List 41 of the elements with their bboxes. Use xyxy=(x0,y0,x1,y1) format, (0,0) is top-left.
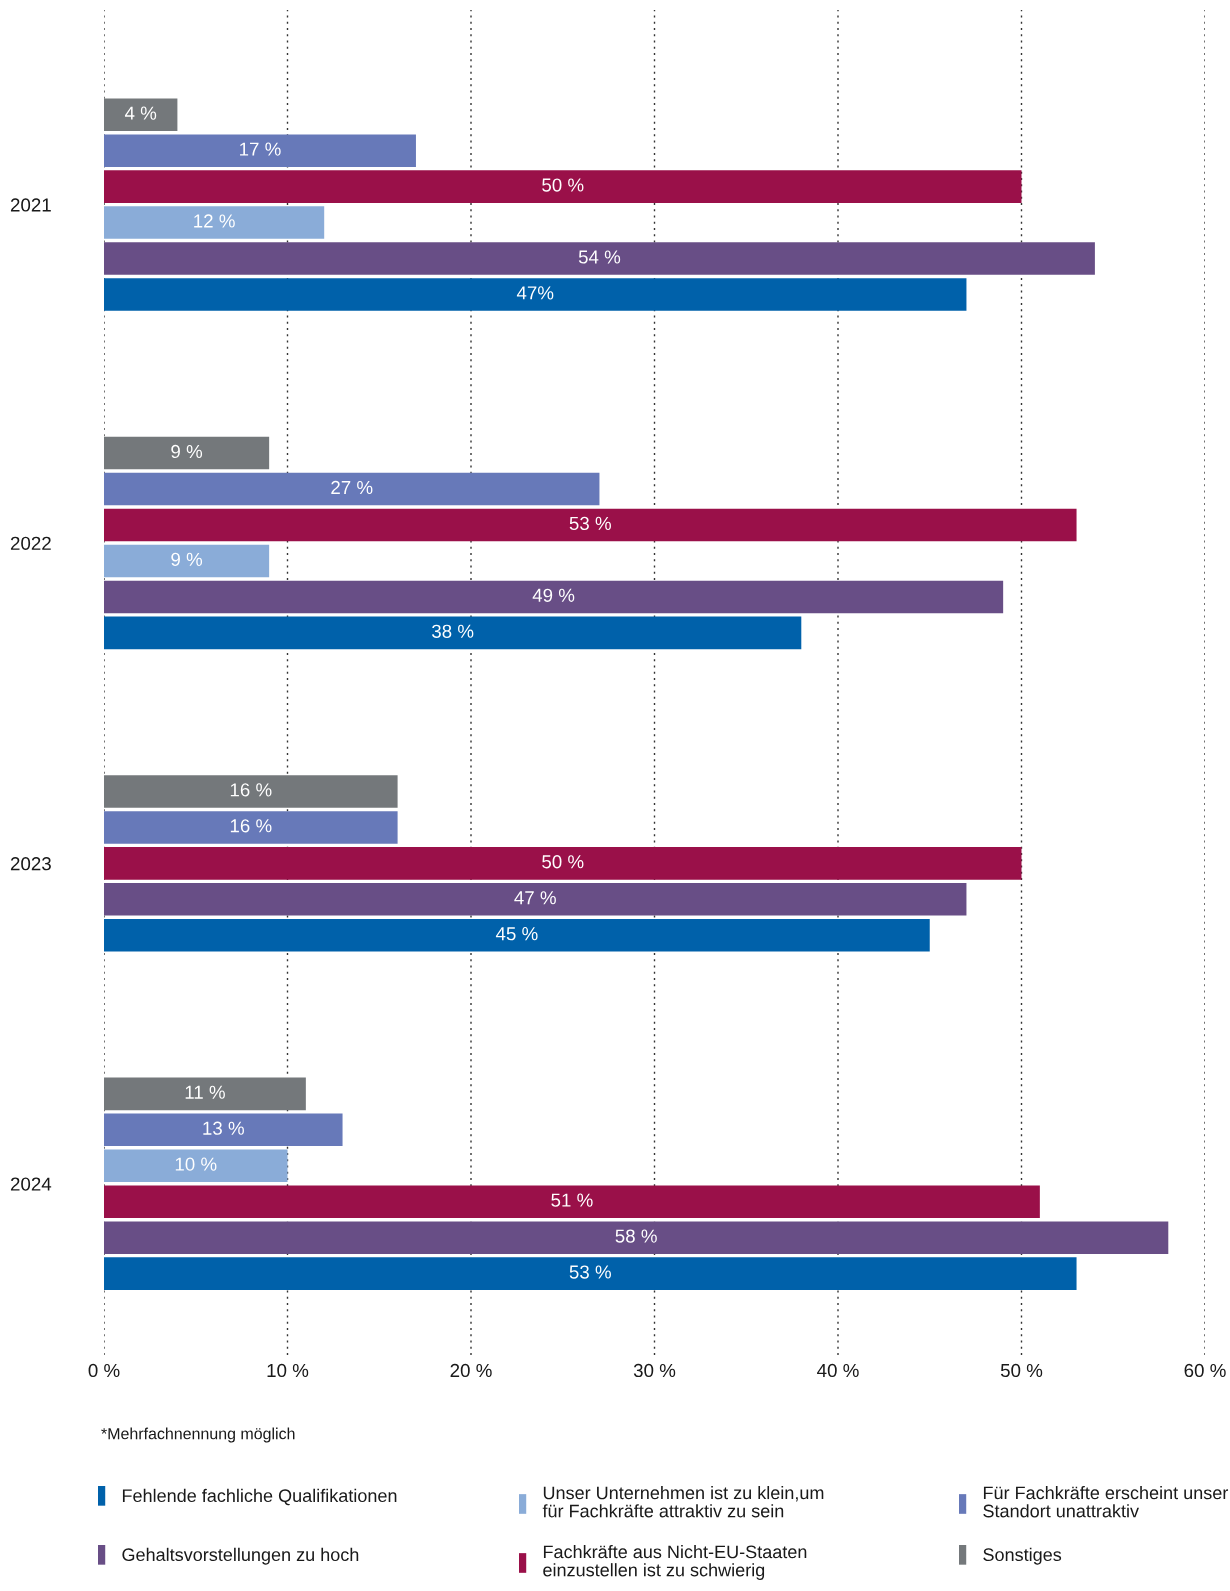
data-label: 12 % xyxy=(194,214,235,228)
y-tick-label: 2022 xyxy=(10,536,51,550)
y-tick-label: 2024 xyxy=(10,1177,52,1191)
x-tick-label: 20 % xyxy=(450,1363,492,1378)
data-label: 53 % xyxy=(569,1265,611,1279)
data-label: 50 % xyxy=(542,855,584,869)
data-label: 9 % xyxy=(171,444,203,459)
data-label: 38 % xyxy=(432,624,474,638)
data-label: 16 % xyxy=(230,819,272,833)
data-label: 10 % xyxy=(175,1157,217,1171)
text: *Mehrfachnennung möglich xyxy=(101,1427,295,1443)
x-tick-label: 60 % xyxy=(1184,1363,1226,1378)
x-tick-label: 30 % xyxy=(633,1363,676,1378)
data-label: 45 % xyxy=(495,927,538,941)
data-label: 50 % xyxy=(542,178,584,192)
data-label: 17 % xyxy=(240,142,281,156)
legend-label: Sonstiges xyxy=(983,1547,1062,1565)
data-label: 4 % xyxy=(124,106,157,120)
data-label: 16 % xyxy=(230,783,272,797)
legend-label: Fachkräfte aus Nicht-EU-Staaten einzustellen ist zu schwierig xyxy=(543,1545,807,1580)
data-label: 47% xyxy=(516,286,554,300)
data-label: 47 % xyxy=(514,891,556,905)
data-label: 51 % xyxy=(551,1193,593,1207)
legend-label: Gehaltsvorstellungen zu hoch xyxy=(122,1547,359,1565)
legend-label: Fehlende fachliche Qualifikationen xyxy=(122,1488,397,1506)
x-tick-label: 50 % xyxy=(1000,1363,1043,1378)
data-label: 53 % xyxy=(569,516,611,531)
data-label: 54 % xyxy=(578,250,621,264)
data-label: 9 % xyxy=(171,552,203,566)
data-label: 58 % xyxy=(615,1229,657,1243)
data-label: 11 % xyxy=(185,1085,225,1099)
y-tick-label: 2021 xyxy=(10,198,51,212)
x-tick-label: 0 % xyxy=(88,1363,120,1378)
y-tick-label: 2023 xyxy=(10,857,51,871)
legend-label: Für Fachkräfte erscheint unser Standort unattraktiv xyxy=(983,1486,1229,1518)
legend-label: Unser Unternehmen ist zu klein,um für Fachkräfte attraktiv zu sein xyxy=(542,1486,824,1518)
data-label: 49 % xyxy=(532,588,575,602)
x-tick-label: 10 % xyxy=(267,1363,309,1378)
data-label: 13 % xyxy=(203,1121,244,1135)
data-label: 27 % xyxy=(331,480,373,495)
x-tick-label: 40 % xyxy=(817,1363,859,1378)
